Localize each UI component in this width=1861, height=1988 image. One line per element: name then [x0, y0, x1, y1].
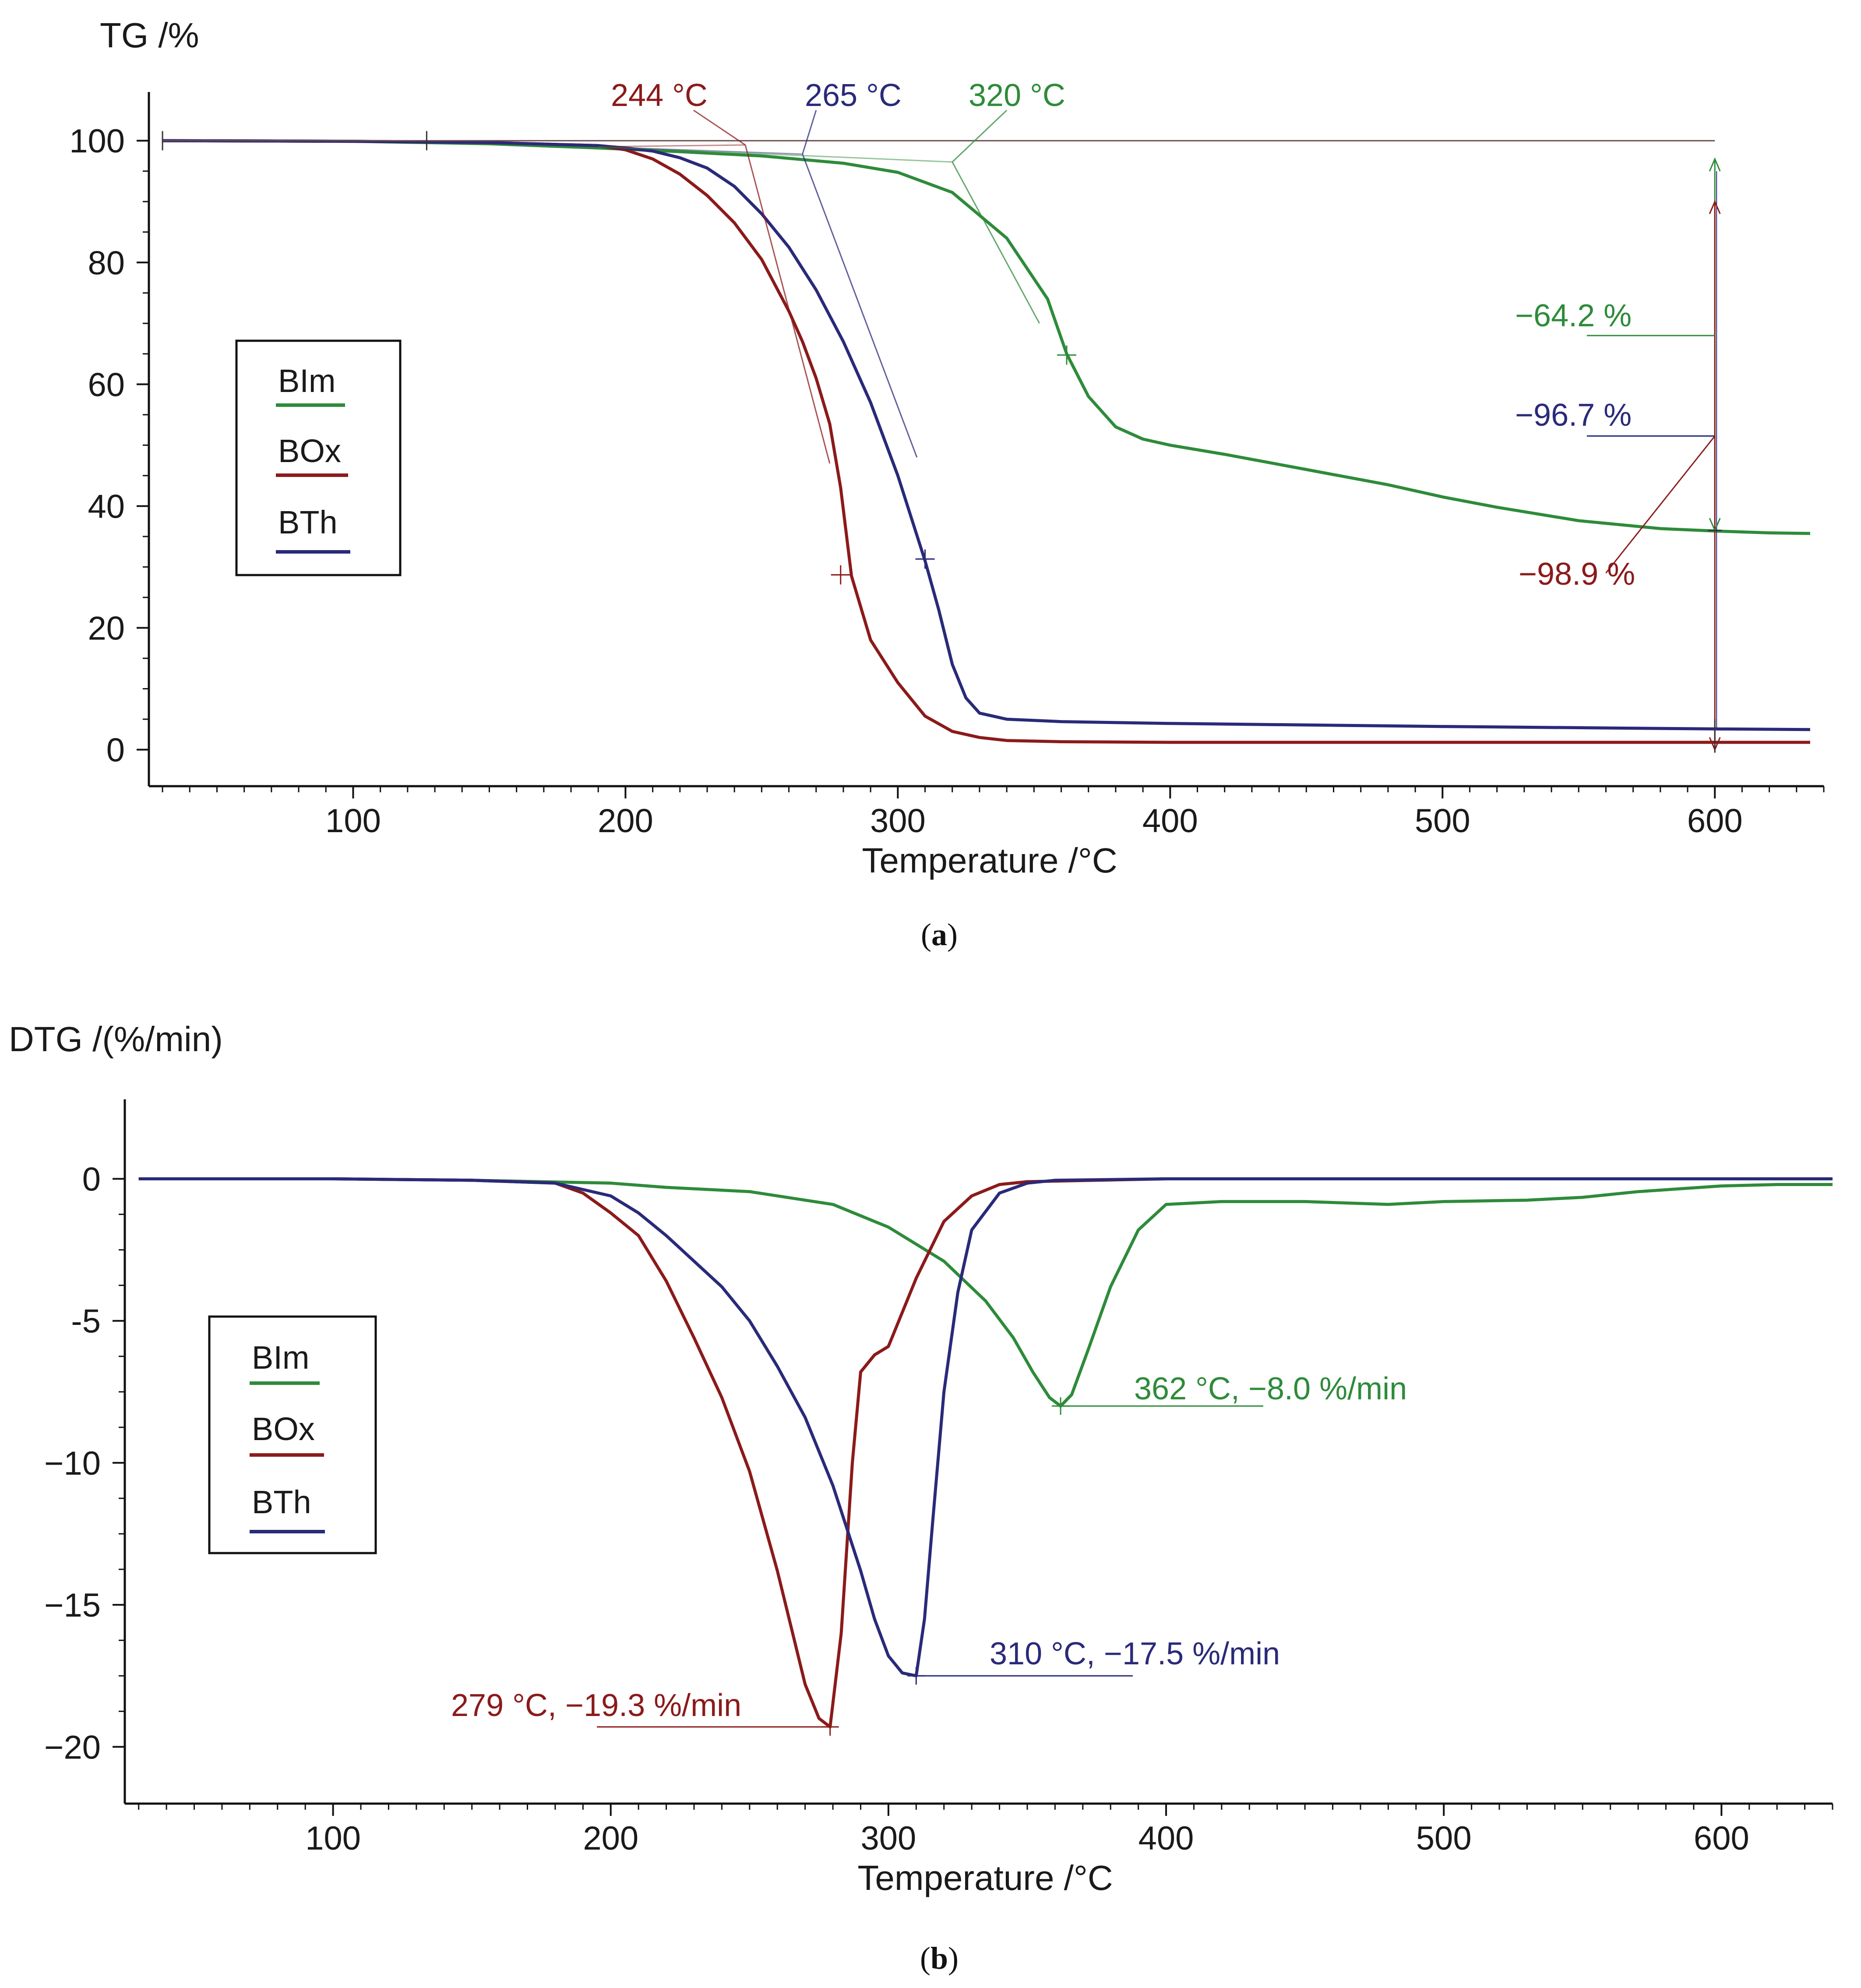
- dtg-legend-label-bim: BIm: [252, 1339, 310, 1376]
- dtg-series-box-line: [138, 1177, 1833, 1729]
- tg-onset-tangent-bim: [952, 162, 1040, 324]
- dtg-ylabel: DTG /(%/min): [9, 1020, 223, 1059]
- tg-series-bim-line: [162, 139, 1810, 535]
- tg-x-tick-label: 600: [1687, 802, 1743, 840]
- tg-onset-tangent-bth: [802, 154, 918, 458]
- dtg-peak-label-bth: 310 °C, −17.5 %/min: [990, 1636, 1280, 1671]
- tg-onset-label-bth: 265 °C: [805, 78, 902, 113]
- tg-y-tick-label: 60: [88, 366, 125, 403]
- tg-x-tick-label: 500: [1415, 802, 1470, 840]
- dtg-series-bth-line: [138, 1177, 1833, 1677]
- dtg-peak-label-bim: 362 °C, −8.0 %/min: [1134, 1371, 1407, 1406]
- tg-onset-baseline-bim: [598, 146, 952, 163]
- dtg-legend-label-box: BOx: [252, 1411, 315, 1447]
- dtg-caption-letter: b: [930, 1941, 948, 1976]
- tg-chart: TG /% 100 200 300 400 500 600 0 20 40 60 80 100 Tem…: [69, 16, 1825, 952]
- dtg-peak-label-box: 279 °C, −19.3 %/min: [451, 1688, 741, 1723]
- dtg-x-tick-label: 500: [1416, 1820, 1472, 1857]
- tg-arrowhead: [1709, 200, 1721, 214]
- tg-legend-label-bim: BIm: [278, 363, 336, 399]
- tg-onset-pointer-box: [693, 109, 746, 146]
- dtg-caption: (b): [920, 1941, 959, 1976]
- tg-ylabel: TG /%: [100, 16, 199, 55]
- tg-legend-label-box: BOx: [278, 433, 341, 469]
- tg-x-tick-label: 300: [870, 802, 926, 840]
- tg-massloss-label-bth: −96.7 %: [1515, 398, 1632, 433]
- tg-xlabel: Temperature /°C: [862, 841, 1117, 880]
- tg-massloss-leader-box: [1605, 435, 1716, 574]
- tg-legend-label-bth: BTh: [278, 504, 338, 540]
- dtg-x-tick-label: 400: [1138, 1820, 1194, 1857]
- tg-plot-area: 100 200 300 400 500 600 0 20 40 60 80 100: [69, 92, 1825, 840]
- tg-y-tick-label: 100: [69, 123, 125, 160]
- tg-y-tick-label: 20: [88, 610, 125, 647]
- tg-massloss-label-box: −98.9 %: [1519, 557, 1635, 592]
- dtg-x-tick-label: 100: [305, 1820, 361, 1857]
- dtg-y-tick-label: -5: [71, 1303, 101, 1340]
- tg-caption: (a): [921, 917, 958, 952]
- tg-legend-frame: [235, 339, 402, 576]
- tg-massloss-label-bim: −64.2 %: [1515, 298, 1632, 333]
- tg-x-tick-label: 400: [1142, 802, 1198, 840]
- dtg-series-bim-line: [138, 1177, 1833, 1408]
- dtg-legend-frame: [208, 1315, 377, 1554]
- tg-onset-pointer-bth: [802, 110, 817, 155]
- tg-series-box-line: [162, 139, 1810, 744]
- dtg-plot-area: 100 200 300 400 500 600 0 -5 −10 −15 −20: [44, 1099, 1833, 1857]
- tg-onset-pointer-bim: [952, 109, 1008, 162]
- tg-arrowhead: [1709, 157, 1721, 172]
- dtg-y-tick-label: −20: [44, 1729, 101, 1766]
- tg-legend: BIm BOx BTh: [235, 339, 402, 576]
- dtg-legend: BIm BOx BTh: [208, 1315, 377, 1554]
- tg-y-tick-label: 80: [88, 244, 125, 282]
- tg-series-bth-line: [162, 139, 1810, 731]
- dtg-y-tick-label: −10: [44, 1445, 101, 1482]
- dtg-y-tick-label: −15: [44, 1587, 101, 1624]
- dtg-x-tick-label: 200: [583, 1820, 638, 1857]
- tg-onset-label-box: 244 °C: [611, 78, 708, 113]
- tg-onset-tangent-box: [744, 145, 831, 464]
- dtg-y-tick-label: 0: [82, 1161, 101, 1198]
- tg-caption-letter: a: [931, 917, 947, 952]
- dtg-x-tick-label: 600: [1694, 1820, 1749, 1857]
- dtg-chart: DTG /(%/min) 100 200 300 400 500 600 0 -5 −10 −15…: [9, 1020, 1833, 1976]
- tg-y-tick-label: 0: [106, 732, 125, 769]
- tg-onset-baseline-box: [598, 144, 746, 148]
- dtg-legend-label-bth: BTh: [252, 1484, 311, 1520]
- tg-onset-label-bim: 320 °C: [969, 78, 1065, 113]
- tg-y-tick-label: 40: [88, 488, 125, 525]
- tg-x-tick-label: 100: [325, 802, 381, 840]
- dtg-x-tick-label: 300: [860, 1820, 916, 1857]
- tg-x-tick-label: 200: [598, 802, 653, 840]
- dtg-xlabel: Temperature /°C: [857, 1858, 1113, 1897]
